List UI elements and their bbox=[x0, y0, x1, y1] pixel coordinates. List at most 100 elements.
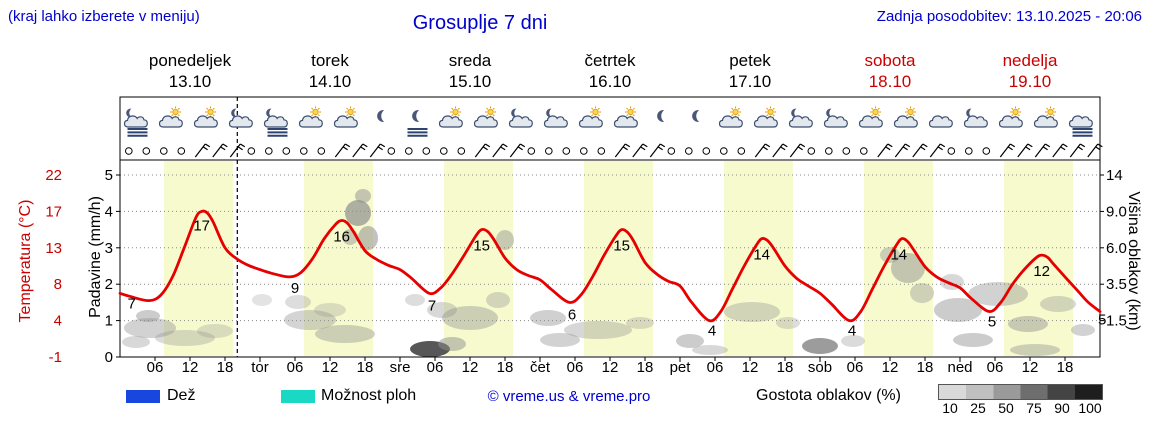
calm-wind-icon bbox=[545, 147, 553, 155]
calm-wind-icon bbox=[317, 147, 326, 155]
wind-barb-icon bbox=[352, 143, 368, 158]
temp-value-label: 7 bbox=[428, 297, 436, 314]
precip-tick: 2 bbox=[105, 276, 113, 293]
weather-icon-moon-cloud bbox=[788, 108, 813, 128]
x-hour-label: 18 bbox=[637, 359, 654, 376]
cloud-height-tick: 14 bbox=[1106, 167, 1123, 184]
temp-value-label: 5 bbox=[988, 314, 996, 331]
calm-wind-icon bbox=[720, 147, 728, 155]
x-hour-label: 18 bbox=[777, 359, 794, 376]
rain-legend-swatch bbox=[126, 390, 160, 403]
temp-value-label: 15 bbox=[613, 238, 630, 255]
cloud-height-tick: 1.5 bbox=[1106, 313, 1127, 330]
weather-icon-sun-cloud bbox=[298, 106, 323, 128]
weather-icon-sun-cloud bbox=[333, 106, 358, 128]
x-hour-label: 12 bbox=[602, 359, 619, 376]
daylight-band bbox=[1004, 161, 1073, 356]
temp-value-label: 17 bbox=[193, 217, 210, 234]
calm-wind-icon bbox=[702, 147, 711, 155]
temp-value-label: 16 bbox=[333, 229, 350, 246]
day-header-petek: petek 17.10 bbox=[728, 51, 772, 91]
precip-tick: 3 bbox=[105, 240, 113, 257]
wind-barb-icon bbox=[1069, 143, 1086, 158]
calm-wind-icon bbox=[685, 147, 693, 155]
wind-barb-icon bbox=[369, 143, 386, 158]
temp-value-label: 4 bbox=[708, 323, 716, 340]
x-hour-label: 18 bbox=[917, 359, 934, 376]
weather-icon-sun-cloud bbox=[718, 106, 743, 128]
weather-icon-sun-cloud bbox=[858, 106, 883, 128]
x-hour-label: 06 bbox=[987, 359, 1004, 376]
cloud-cover-blobs bbox=[122, 189, 1095, 357]
day-header-četrtek: četrtek 16.10 bbox=[584, 51, 636, 91]
cloud-height-tick: 9.0 bbox=[1106, 203, 1127, 220]
calm-wind-icon bbox=[422, 147, 431, 155]
wind-barb-icon bbox=[229, 143, 246, 158]
x-hour-label: 12 bbox=[182, 359, 199, 376]
showers-legend-label: Možnost ploh bbox=[321, 387, 417, 404]
wind-barb-icon bbox=[894, 143, 911, 158]
wind-barb-icon bbox=[212, 143, 228, 158]
wind-barb-icon bbox=[877, 143, 893, 158]
cloud-density-scale bbox=[938, 384, 1103, 400]
calm-wind-icon bbox=[965, 147, 973, 155]
cloud-height-tick: 6.0 bbox=[1106, 240, 1127, 257]
density-tick: 50 bbox=[998, 400, 1014, 416]
wind-barb-icon bbox=[509, 143, 526, 158]
temp-value-label: 12 bbox=[1033, 263, 1050, 280]
weather-icon-moon-cloud bbox=[963, 108, 988, 128]
weather-icon-cloud bbox=[928, 115, 953, 128]
x-hour-label: 12 bbox=[882, 359, 899, 376]
showers-legend-swatch bbox=[281, 390, 315, 403]
wind-barb-icon bbox=[1087, 143, 1103, 158]
daylight-band bbox=[444, 161, 513, 356]
x-hour-label: 18 bbox=[357, 359, 374, 376]
calm-wind-icon bbox=[440, 147, 448, 155]
calm-wind-icon bbox=[562, 147, 571, 155]
calm-wind-icon bbox=[457, 147, 466, 155]
day-header-sobota: sobota 18.10 bbox=[864, 51, 916, 91]
temp-tick: 13 bbox=[45, 240, 62, 257]
calm-wind-icon bbox=[982, 147, 991, 155]
calm-wind-icon bbox=[860, 147, 868, 155]
rain-legend-label: Dež bbox=[167, 387, 196, 404]
weather-icon-moon-cloud bbox=[228, 108, 253, 128]
page-title: Grosuplje 7 dni bbox=[412, 12, 548, 34]
calm-wind-icon bbox=[597, 147, 606, 155]
density-tick: 25 bbox=[970, 400, 986, 416]
wind-barb-icon bbox=[632, 143, 648, 158]
day-header-sreda: sreda 15.10 bbox=[448, 51, 492, 91]
calm-wind-icon bbox=[405, 147, 413, 155]
x-day-label: sre bbox=[390, 359, 411, 376]
x-hour-label: 06 bbox=[427, 359, 444, 376]
wind-barb-icon bbox=[474, 143, 491, 158]
wind-barb-icon bbox=[999, 143, 1016, 158]
weather-icon-cloud-fog bbox=[1068, 115, 1093, 137]
temp-tick: -1 bbox=[49, 349, 62, 366]
weather-icon-sun-cloud bbox=[158, 106, 183, 128]
temp-value-label: 7 bbox=[128, 295, 136, 312]
temp-value-label: 15 bbox=[473, 238, 490, 255]
calm-wind-icon bbox=[125, 147, 133, 155]
x-hour-label: 12 bbox=[462, 359, 479, 376]
calm-wind-icon bbox=[177, 147, 186, 155]
x-hour-label: 06 bbox=[147, 359, 164, 376]
temp-tick: 4 bbox=[54, 313, 62, 330]
calm-wind-icon bbox=[667, 147, 676, 155]
cloud-height-tick: 3.5 bbox=[1106, 276, 1127, 293]
calm-wind-icon bbox=[282, 147, 291, 155]
temp-value-label: 14 bbox=[890, 247, 907, 264]
temp-tick: 17 bbox=[45, 203, 62, 220]
wind-barb-icon bbox=[194, 143, 211, 158]
credit-link[interactable]: © vreme.us & vreme.pro bbox=[487, 388, 651, 405]
last-update: Zadnja posodobitev: 13.10.2025 - 20:06 bbox=[876, 8, 1142, 25]
calm-wind-icon bbox=[387, 147, 396, 155]
density-tick: 100 bbox=[1078, 400, 1102, 416]
day-header-torek: torek 14.10 bbox=[308, 51, 352, 91]
weather-icon-moon-cloud bbox=[823, 108, 848, 128]
wind-barb-icon bbox=[912, 143, 928, 158]
wind-barb-icon bbox=[754, 143, 771, 158]
wind-barb-icon bbox=[789, 143, 806, 158]
